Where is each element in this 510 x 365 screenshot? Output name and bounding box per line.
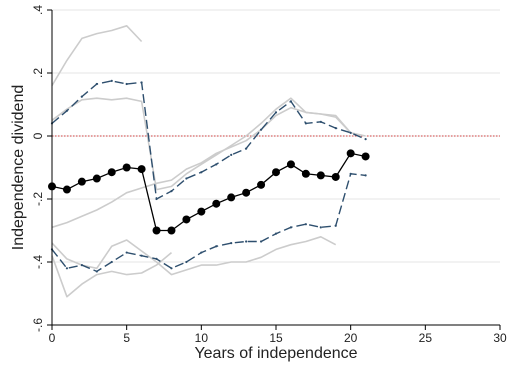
point-estimate-marker <box>122 163 131 172</box>
point-estimate-marker <box>242 188 251 197</box>
upper_ci-point <box>185 177 188 180</box>
lower_ci-point <box>65 267 69 270</box>
lower_ci-point <box>185 260 188 264</box>
lower_ci-point <box>170 267 173 270</box>
upper_ci-line <box>51 80 366 201</box>
upper_ci-point <box>110 79 113 82</box>
axes <box>51 10 500 326</box>
upper_ci-point <box>304 122 307 125</box>
lower_ci-point <box>245 240 248 243</box>
lower_ci-point <box>140 254 143 257</box>
confidence-interval-lines <box>50 79 367 273</box>
point-estimate-marker <box>152 226 161 235</box>
lower_ci-point <box>155 257 158 260</box>
upper_ci-point <box>334 127 337 130</box>
upper_ci-point <box>319 120 322 123</box>
lower_ci-point <box>349 172 352 175</box>
point-estimate-marker <box>316 171 325 180</box>
upper_ci-point <box>170 190 173 193</box>
lower_ci-line <box>51 173 366 273</box>
point-estimate-marker <box>257 180 266 189</box>
point-estimate-series <box>48 149 370 235</box>
point-estimate-marker <box>212 199 221 208</box>
lower_ci-point <box>364 174 367 177</box>
point-estimate-marker <box>107 168 116 177</box>
y-axis-title: Independence dividend <box>10 85 27 250</box>
upper_ci-point <box>230 153 233 156</box>
point-estimate-marker <box>331 172 340 181</box>
upper_ci-point <box>95 82 98 86</box>
grid-lines <box>52 9 500 326</box>
x-tick-label: 10 <box>195 331 209 345</box>
point-estimate-marker <box>62 185 71 194</box>
upper_ci-point <box>349 131 352 134</box>
point-estimate-marker <box>301 169 310 178</box>
y-tick-label: -.4 <box>31 255 45 269</box>
lower_ci-point <box>95 270 98 273</box>
y-tick-label: .4 <box>31 5 45 15</box>
point-estimate-marker <box>77 177 86 186</box>
point-estimate-marker <box>167 226 176 235</box>
background-lines <box>51 24 366 298</box>
point-estimate-marker <box>346 149 355 158</box>
lower_ci-point <box>125 251 128 254</box>
y-tick-label: -.6 <box>31 318 45 332</box>
point-estimate-marker <box>272 168 280 177</box>
upper_ci-point <box>80 95 83 98</box>
lower_ci-point <box>274 232 278 235</box>
x-tick-label: 15 <box>269 331 283 345</box>
upper_ci-point <box>125 82 128 86</box>
y-tick-label: -.2 <box>31 192 45 206</box>
lower_ci-point <box>110 260 113 264</box>
upper_ci-point <box>245 147 248 150</box>
x-tick-label: 5 <box>123 331 130 345</box>
upper_ci-point <box>140 81 143 84</box>
point-estimate-marker <box>197 207 206 216</box>
lower_ci-point <box>319 226 322 229</box>
point-estimate-marker <box>227 193 236 202</box>
y-tick-label: .2 <box>31 68 45 78</box>
point-estimate-marker <box>92 174 101 183</box>
lower_ci-point <box>200 251 203 254</box>
lower_ci-point <box>215 245 218 248</box>
lower_ci-point <box>334 224 337 227</box>
point-estimate-marker <box>361 152 370 161</box>
x-axis-ticks: 0 5 10 15 20 25 30 <box>49 325 507 345</box>
background_lower_2-line <box>51 251 173 298</box>
upper_ci-point <box>289 100 293 103</box>
lower_ci-point <box>259 240 263 243</box>
point-estimate-line <box>51 152 366 232</box>
x-tick-label: 0 <box>49 331 56 345</box>
x-tick-label: 25 <box>419 331 433 345</box>
upper_ci-point <box>155 197 158 201</box>
x-tick-label: 30 <box>493 331 507 345</box>
y-axis-ticks: -.6 -.4 -.2 0 .2 .4 <box>31 5 52 332</box>
point-estimate-marker <box>137 165 146 174</box>
lower_ci-point <box>80 264 83 267</box>
upper_ci-point <box>215 163 218 166</box>
y-tick-label: 0 <box>31 132 45 139</box>
upper_ci-point <box>259 128 263 131</box>
upper_ci-point <box>65 109 69 112</box>
point-estimate-marker <box>286 160 295 169</box>
background_upper_1-line <box>51 24 143 87</box>
lower_ci-point <box>289 226 293 229</box>
background_middle-line <box>51 106 352 229</box>
x-axis-title: Years of independence <box>194 345 357 362</box>
x-tick-label: 20 <box>344 331 358 345</box>
lower_ci-point <box>230 242 233 245</box>
lower_ci-point <box>304 223 307 226</box>
point-estimate-marker <box>182 215 191 224</box>
background_lower_1-line <box>51 236 337 276</box>
upper_ci-point <box>364 138 367 141</box>
upper_ci-point <box>200 171 203 174</box>
upper_ci-point <box>274 111 278 114</box>
